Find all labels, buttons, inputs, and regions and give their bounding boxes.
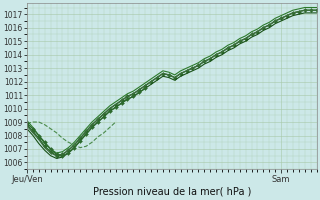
X-axis label: Pression niveau de la mer( hPa ): Pression niveau de la mer( hPa ) [92, 187, 251, 197]
